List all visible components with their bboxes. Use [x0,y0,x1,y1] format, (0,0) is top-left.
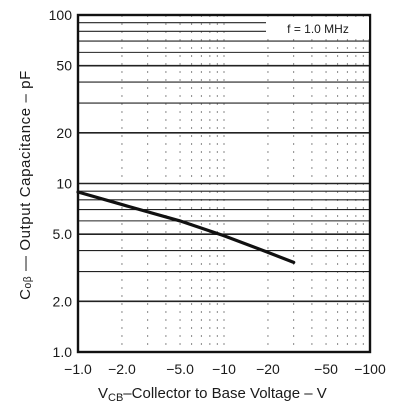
x-tick-label: −1.0 [64,361,92,377]
y-axis-label: Cₒᵦ — Output Capacitance – pF [17,70,34,300]
chart-grid [76,13,372,354]
x-axis-label-sub: CB [108,392,123,404]
y-tick-labels: 1.0 2.0 5.0 10 20 50 100 [49,7,73,360]
x-axis-label-rest: –Collector to Base Voltage – V [123,385,326,402]
x-tick-label: −10 [212,361,236,377]
x-tick-label: −100 [354,361,386,377]
x-tick-labels: −1.0 −2.0 −5.0 −10 −20 −50 −100 [64,361,386,377]
y-tick-label: 50 [56,58,72,74]
x-axis-label-prefix: V [98,385,108,402]
chart-series [76,190,296,264]
frequency-annotation: f = 1.0 MHz [287,22,349,36]
y-tick-label: 100 [49,7,73,23]
y-tick-label: 2.0 [53,293,73,309]
y-tick-label: 1.0 [53,344,73,360]
y-tick-label: 20 [56,125,72,141]
x-tick-label: −20 [256,361,280,377]
y-tick-label: 10 [56,176,72,192]
x-tick-label: −50 [314,361,338,377]
output-capacitance-line [76,190,296,264]
y-tick-label: 5.0 [53,226,73,242]
x-axis-label: VCB–Collector to Base Voltage – V [98,385,327,404]
annotation-box [266,17,369,39]
x-tick-label: −2.0 [108,361,136,377]
x-tick-label: −5.0 [166,361,194,377]
plot-frame [76,13,372,354]
